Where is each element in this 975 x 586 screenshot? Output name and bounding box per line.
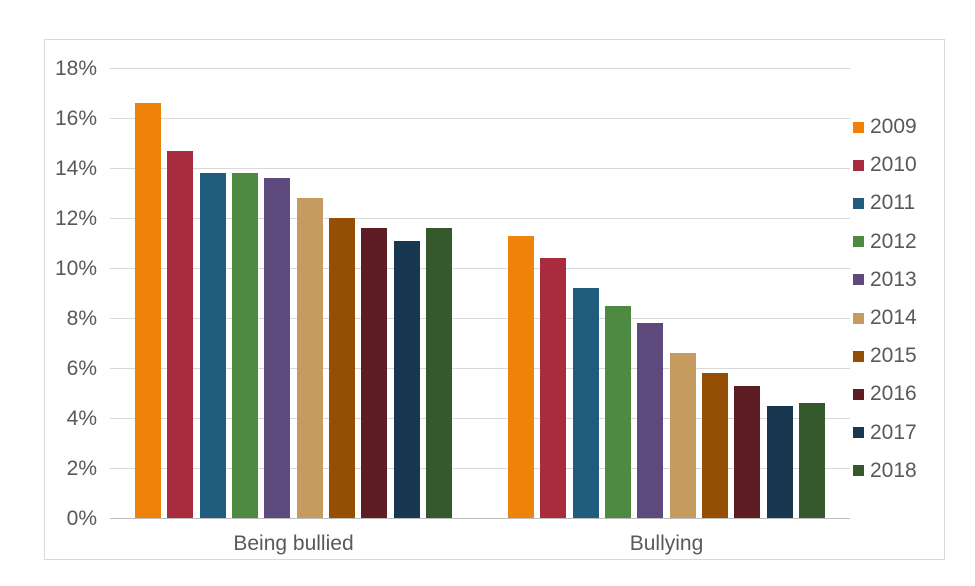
bar-2018-being-bullied xyxy=(425,228,452,518)
bar-2017-bullying xyxy=(766,405,793,518)
bar-2012-being-bullied xyxy=(231,173,258,518)
legend-label: 2015 xyxy=(870,344,917,368)
bar-2010-being-bullied xyxy=(167,150,194,518)
plot-area xyxy=(110,44,850,519)
gridline xyxy=(110,268,850,269)
bar-2014-being-bullied xyxy=(296,198,323,518)
legend-label: 2011 xyxy=(870,191,916,215)
legend-swatch-icon xyxy=(853,236,864,248)
legend-label: 2013 xyxy=(870,267,917,291)
legend-swatch-icon xyxy=(853,197,864,209)
y-tick-label: 8% xyxy=(66,307,97,330)
legend-label: 2010 xyxy=(870,153,917,177)
category-label-bullying: Bullying xyxy=(629,532,704,555)
bar-2011-bullying xyxy=(572,288,599,518)
gridline xyxy=(110,118,850,119)
legend-swatch-icon xyxy=(853,159,864,171)
legend-swatch-icon xyxy=(853,274,864,286)
category-label-being-bullied: Being bullied xyxy=(233,532,354,555)
bar-2016-being-bullied xyxy=(361,228,388,518)
legend-item-2013: 2013 xyxy=(853,267,917,291)
legend-item-2016: 2016 xyxy=(853,382,917,406)
legend-item-2011: 2011 xyxy=(853,191,916,215)
legend-swatch-icon xyxy=(853,465,864,477)
legend-swatch-icon xyxy=(853,427,864,439)
bar-2010-bullying xyxy=(540,258,567,518)
legend-swatch-icon xyxy=(853,350,864,362)
y-tick-label: 4% xyxy=(66,407,97,430)
bar-2018-bullying xyxy=(798,403,825,518)
legend-item-2009: 2009 xyxy=(853,115,917,138)
gridline xyxy=(110,368,850,369)
legend-item-2017: 2017 xyxy=(853,420,917,444)
legend-label: 2018 xyxy=(870,458,917,482)
gridline xyxy=(110,318,850,319)
y-tick-label: 12% xyxy=(54,207,97,230)
bar-2016-bullying xyxy=(734,385,761,518)
legend-label: 2012 xyxy=(870,229,917,253)
legend-swatch-icon xyxy=(853,121,864,133)
legend-item-2014: 2014 xyxy=(853,306,917,329)
gridline xyxy=(110,218,850,219)
bar-2013-being-bullied xyxy=(264,178,291,518)
gridline xyxy=(110,468,850,469)
y-tick-label: 0% xyxy=(66,507,97,530)
legend-label: 2014 xyxy=(870,306,917,329)
legend-label: 2017 xyxy=(870,420,917,444)
legend-item-2010: 2010 xyxy=(853,153,917,177)
legend-item-2015: 2015 xyxy=(853,344,917,368)
bar-2017-being-bullied xyxy=(393,240,420,518)
bar-2015-bullying xyxy=(701,373,728,518)
y-tick-label: 16% xyxy=(54,107,97,130)
legend-item-2018: 2018 xyxy=(853,458,917,482)
legend-label: 2009 xyxy=(870,115,917,138)
y-tick-label: 18% xyxy=(54,57,97,80)
chart-container: 0% 2% 4% 6% 8% 10% 12% 14% 16% 18% Being bullied … xyxy=(44,39,945,560)
legend-swatch-icon xyxy=(853,312,864,324)
bar-group-bullying xyxy=(508,235,825,518)
legend-label: 2016 xyxy=(870,382,917,406)
bar-2009-being-bullied xyxy=(135,103,161,518)
y-tick-label: 6% xyxy=(66,357,97,380)
bar-2009-bullying xyxy=(508,235,534,518)
legend-item-2012: 2012 xyxy=(853,229,917,253)
bar-2011-being-bullied xyxy=(199,173,226,518)
gridline xyxy=(110,418,850,419)
y-tick-label: 2% xyxy=(66,457,97,480)
bar-2012-bullying xyxy=(604,305,631,518)
bar-2014-bullying xyxy=(669,353,696,518)
bar-group-being-bullied xyxy=(135,103,452,518)
y-tick-label: 14% xyxy=(54,157,97,180)
gridline xyxy=(110,68,850,69)
bar-2015-being-bullied xyxy=(328,218,355,518)
y-tick-label: 10% xyxy=(54,257,97,280)
legend-swatch-icon xyxy=(853,388,864,400)
gridline xyxy=(110,168,850,169)
bar-2013-bullying xyxy=(637,323,664,518)
x-axis-line xyxy=(110,518,850,519)
